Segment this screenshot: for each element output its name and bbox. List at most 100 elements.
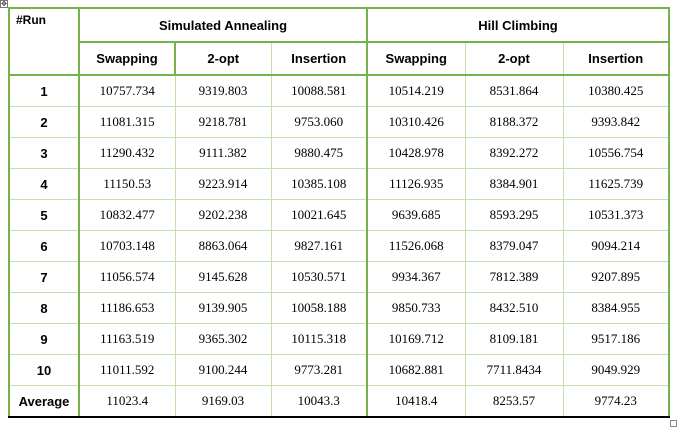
table-cell: 9111.382	[174, 137, 272, 169]
table-cell: 9773.281	[270, 354, 368, 386]
row-label: 4	[8, 168, 80, 200]
table-cell: 10310.426	[366, 106, 466, 138]
table-cell: 11526.068	[366, 230, 466, 262]
table-cell: 9139.905	[174, 292, 272, 324]
table-cell: 10169.712	[366, 323, 466, 355]
table-resize-handle-icon[interactable]	[670, 420, 677, 427]
run-column-header: #Run	[8, 7, 80, 76]
table-cell: 8384.955	[562, 292, 670, 324]
table-cell: 10428.978	[366, 137, 466, 169]
table-cell: 8384.901	[464, 168, 564, 200]
row-label: 6	[8, 230, 80, 262]
table-cell: 8379.047	[464, 230, 564, 262]
table-cell: 11011.592	[78, 354, 176, 386]
table-cell: 9319.803	[174, 74, 272, 107]
table-cell: 10531.373	[562, 199, 670, 231]
table-cell: 8109.181	[464, 323, 564, 355]
table-cell: 9934.367	[366, 261, 466, 293]
table-cell: 8392.272	[464, 137, 564, 169]
table-row: 10 11011.592 9100.244 9773.281 10682.881 7711…	[8, 354, 670, 386]
table-cell: 11150.53	[78, 168, 176, 200]
table-cell: 9094.214	[562, 230, 670, 262]
table-cell: 11163.519	[78, 323, 176, 355]
table-cell: 8253.57	[464, 385, 564, 418]
table-cell: 9393.842	[562, 106, 670, 138]
table-cell: 10115.318	[270, 323, 368, 355]
table-cell: 8593.295	[464, 199, 564, 231]
table-move-handle-icon[interactable]: ✥	[0, 0, 8, 8]
subheader-sa-2opt: 2-opt	[174, 41, 272, 76]
row-label: Average	[8, 385, 80, 418]
table-cell: 10380.425	[562, 74, 670, 107]
table-cell: 9365.302	[174, 323, 272, 355]
results-table: #Run Simulated Annealing Hill Climbing S…	[8, 7, 670, 418]
group-header-row: #Run Simulated Annealing Hill Climbing	[8, 7, 670, 76]
row-label: 9	[8, 323, 80, 355]
table-row: 8 11186.653 9139.905 10058.188 9850.733 8432.…	[8, 292, 670, 324]
table-row: 5 10832.477 9202.238 10021.645 9639.685 8593.…	[8, 199, 670, 231]
subheader-sa-swapping: Swapping	[78, 41, 176, 76]
table-cell: 11625.739	[562, 168, 670, 200]
table-row: 9 11163.519 9365.302 10115.318 10169.712 8109…	[8, 323, 670, 355]
row-label: 5	[8, 199, 80, 231]
table-cell: 10682.881	[366, 354, 466, 386]
table-cell: 9827.161	[270, 230, 368, 262]
table-cell: 11126.935	[366, 168, 466, 200]
table-cell: 11023.4	[78, 385, 176, 418]
table-row: 2 11081.315 9218.781 9753.060 10310.426 8188.…	[8, 106, 670, 138]
table-cell: 10530.571	[270, 261, 368, 293]
table-cell: 9639.685	[366, 199, 466, 231]
table-cell: 8432.510	[464, 292, 564, 324]
table-row: 3 11290.432 9111.382 9880.475 10428.978 8392.…	[8, 137, 670, 169]
table-cell: 9517.186	[562, 323, 670, 355]
table-cell: 11186.653	[78, 292, 176, 324]
table-cell: 11081.315	[78, 106, 176, 138]
table-cell: 10418.4	[366, 385, 466, 418]
table-cell: 9850.733	[366, 292, 466, 324]
table-cell: 10556.754	[562, 137, 670, 169]
table-cell: 9202.238	[174, 199, 272, 231]
table-cell: 10043.3	[270, 385, 368, 418]
subheader-hc-insertion: Insertion	[562, 41, 670, 76]
row-label: 7	[8, 261, 80, 293]
table-cell: 7812.389	[464, 261, 564, 293]
subheader-hc-swapping: Swapping	[366, 41, 466, 76]
row-label: 8	[8, 292, 80, 324]
row-label: 2	[8, 106, 80, 138]
table-cell: 10757.734	[78, 74, 176, 107]
row-label: 1	[8, 74, 80, 107]
table-cell: 10832.477	[78, 199, 176, 231]
table-row: Average 11023.4 9169.03 10043.3 10418.4 8253.…	[8, 385, 670, 418]
table-row: 4 11150.53 9223.914 10385.108 11126.935 8384.…	[8, 168, 670, 200]
group-header-simulated-annealing: Simulated Annealing	[78, 7, 368, 43]
table-cell: 9774.23	[562, 385, 670, 418]
table-cell: 10514.219	[366, 74, 466, 107]
table-cell: 8531.864	[464, 74, 564, 107]
table-cell: 10021.645	[270, 199, 368, 231]
group-header-hill-climbing: Hill Climbing	[366, 7, 670, 43]
table-cell: 8188.372	[464, 106, 564, 138]
table-cell: 10088.581	[270, 74, 368, 107]
subheader-row: Swapping 2-opt Insertion Swapping 2-opt …	[9, 41, 670, 76]
table-cell: 10703.148	[78, 230, 176, 262]
table-cell: 9218.781	[174, 106, 272, 138]
table-cell: 11056.574	[78, 261, 176, 293]
table-cell: 11290.432	[78, 137, 176, 169]
table-cell: 9880.475	[270, 137, 368, 169]
table-cell: 9049.929	[562, 354, 670, 386]
table-cell: 9100.244	[174, 354, 272, 386]
table-cell: 7711.8434	[464, 354, 564, 386]
table-cell: 9223.914	[174, 168, 272, 200]
table-row: 6 10703.148 8863.064 9827.161 11526.068 8379.…	[8, 230, 670, 262]
row-label: 3	[8, 137, 80, 169]
table-cell: 10058.188	[270, 292, 368, 324]
table-cell: 9169.03	[174, 385, 272, 418]
subheader-hc-2opt: 2-opt	[464, 41, 564, 76]
table-body: 1 10757.734 9319.803 10088.581 10514.219 8531…	[8, 74, 670, 418]
table-cell: 8863.064	[174, 230, 272, 262]
subheader-sa-insertion: Insertion	[270, 41, 368, 76]
row-label: 10	[8, 354, 80, 386]
table-cell: 9145.628	[174, 261, 272, 293]
table-cell: 9207.895	[562, 261, 670, 293]
table-cell: 9753.060	[270, 106, 368, 138]
